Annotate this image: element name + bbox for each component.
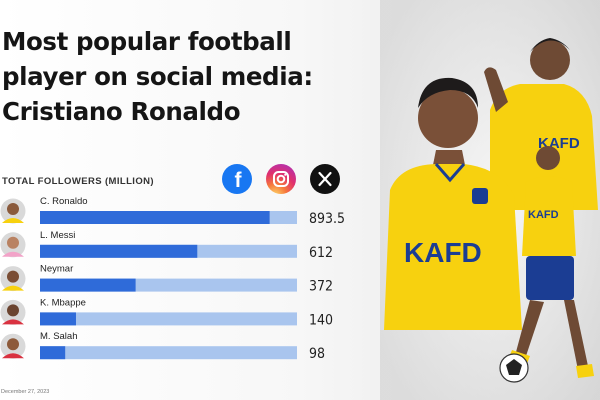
avatar-face: [7, 270, 19, 283]
avatar-face: [7, 304, 19, 317]
value-label: 140: [309, 312, 333, 328]
player-running: KAFD: [508, 146, 594, 378]
avatar-jersey: [2, 319, 24, 325]
avatar-jersey: [2, 285, 24, 291]
avatar-face: [7, 236, 19, 249]
player-illustration: KAFD KAFD KAFD: [380, 0, 600, 400]
bar: [40, 211, 270, 224]
instagram-icon: [266, 164, 296, 194]
sponsor-text-3: KAFD: [528, 209, 559, 221]
page-title: Most popular football player on social m…: [2, 24, 382, 129]
bar: [40, 346, 66, 360]
value-label: 612: [309, 245, 333, 261]
bar: [40, 278, 136, 292]
player-portrait: KAFD: [384, 77, 522, 330]
player-name-label: K. Mbappe: [40, 297, 86, 308]
chart-title: TOTAL FOLLOWERS (MILLION): [2, 176, 154, 187]
avatar-face: [7, 338, 19, 351]
football-icon: [499, 353, 529, 383]
avatar-face: [7, 203, 19, 215]
title-line-2: player on social media:: [2, 62, 313, 91]
title-line-1: Most popular football: [2, 27, 292, 56]
bar: [40, 244, 198, 258]
player-name-label: M. Salah: [40, 331, 78, 342]
value-label: 372: [309, 279, 333, 295]
x-icon: [310, 164, 340, 194]
avatar-jersey: [2, 218, 24, 223]
value-label: 893.5: [309, 211, 345, 227]
avatar-jersey: [2, 251, 24, 257]
followers-bar-chart: C. Ronaldo 893.5 L. Messi 612 Neymar 372 K. Mb…: [0, 196, 345, 362]
bar-track: [40, 346, 297, 360]
player-name-label: C. Ronaldo: [40, 196, 88, 207]
bar-track: [40, 312, 297, 326]
player-name-label: L. Messi: [40, 230, 75, 241]
bar: [40, 312, 76, 326]
avatar-jersey: [2, 353, 24, 359]
date-footnote: December 27, 2023: [1, 389, 50, 395]
svg-text:f: f: [235, 169, 243, 192]
value-label: 98: [309, 346, 325, 362]
player-name-label: Neymar: [40, 264, 73, 275]
facebook-icon: f: [222, 164, 252, 194]
sponsor-text-2: KAFD: [404, 237, 482, 268]
title-line-3: Cristiano Ronaldo: [2, 97, 241, 126]
